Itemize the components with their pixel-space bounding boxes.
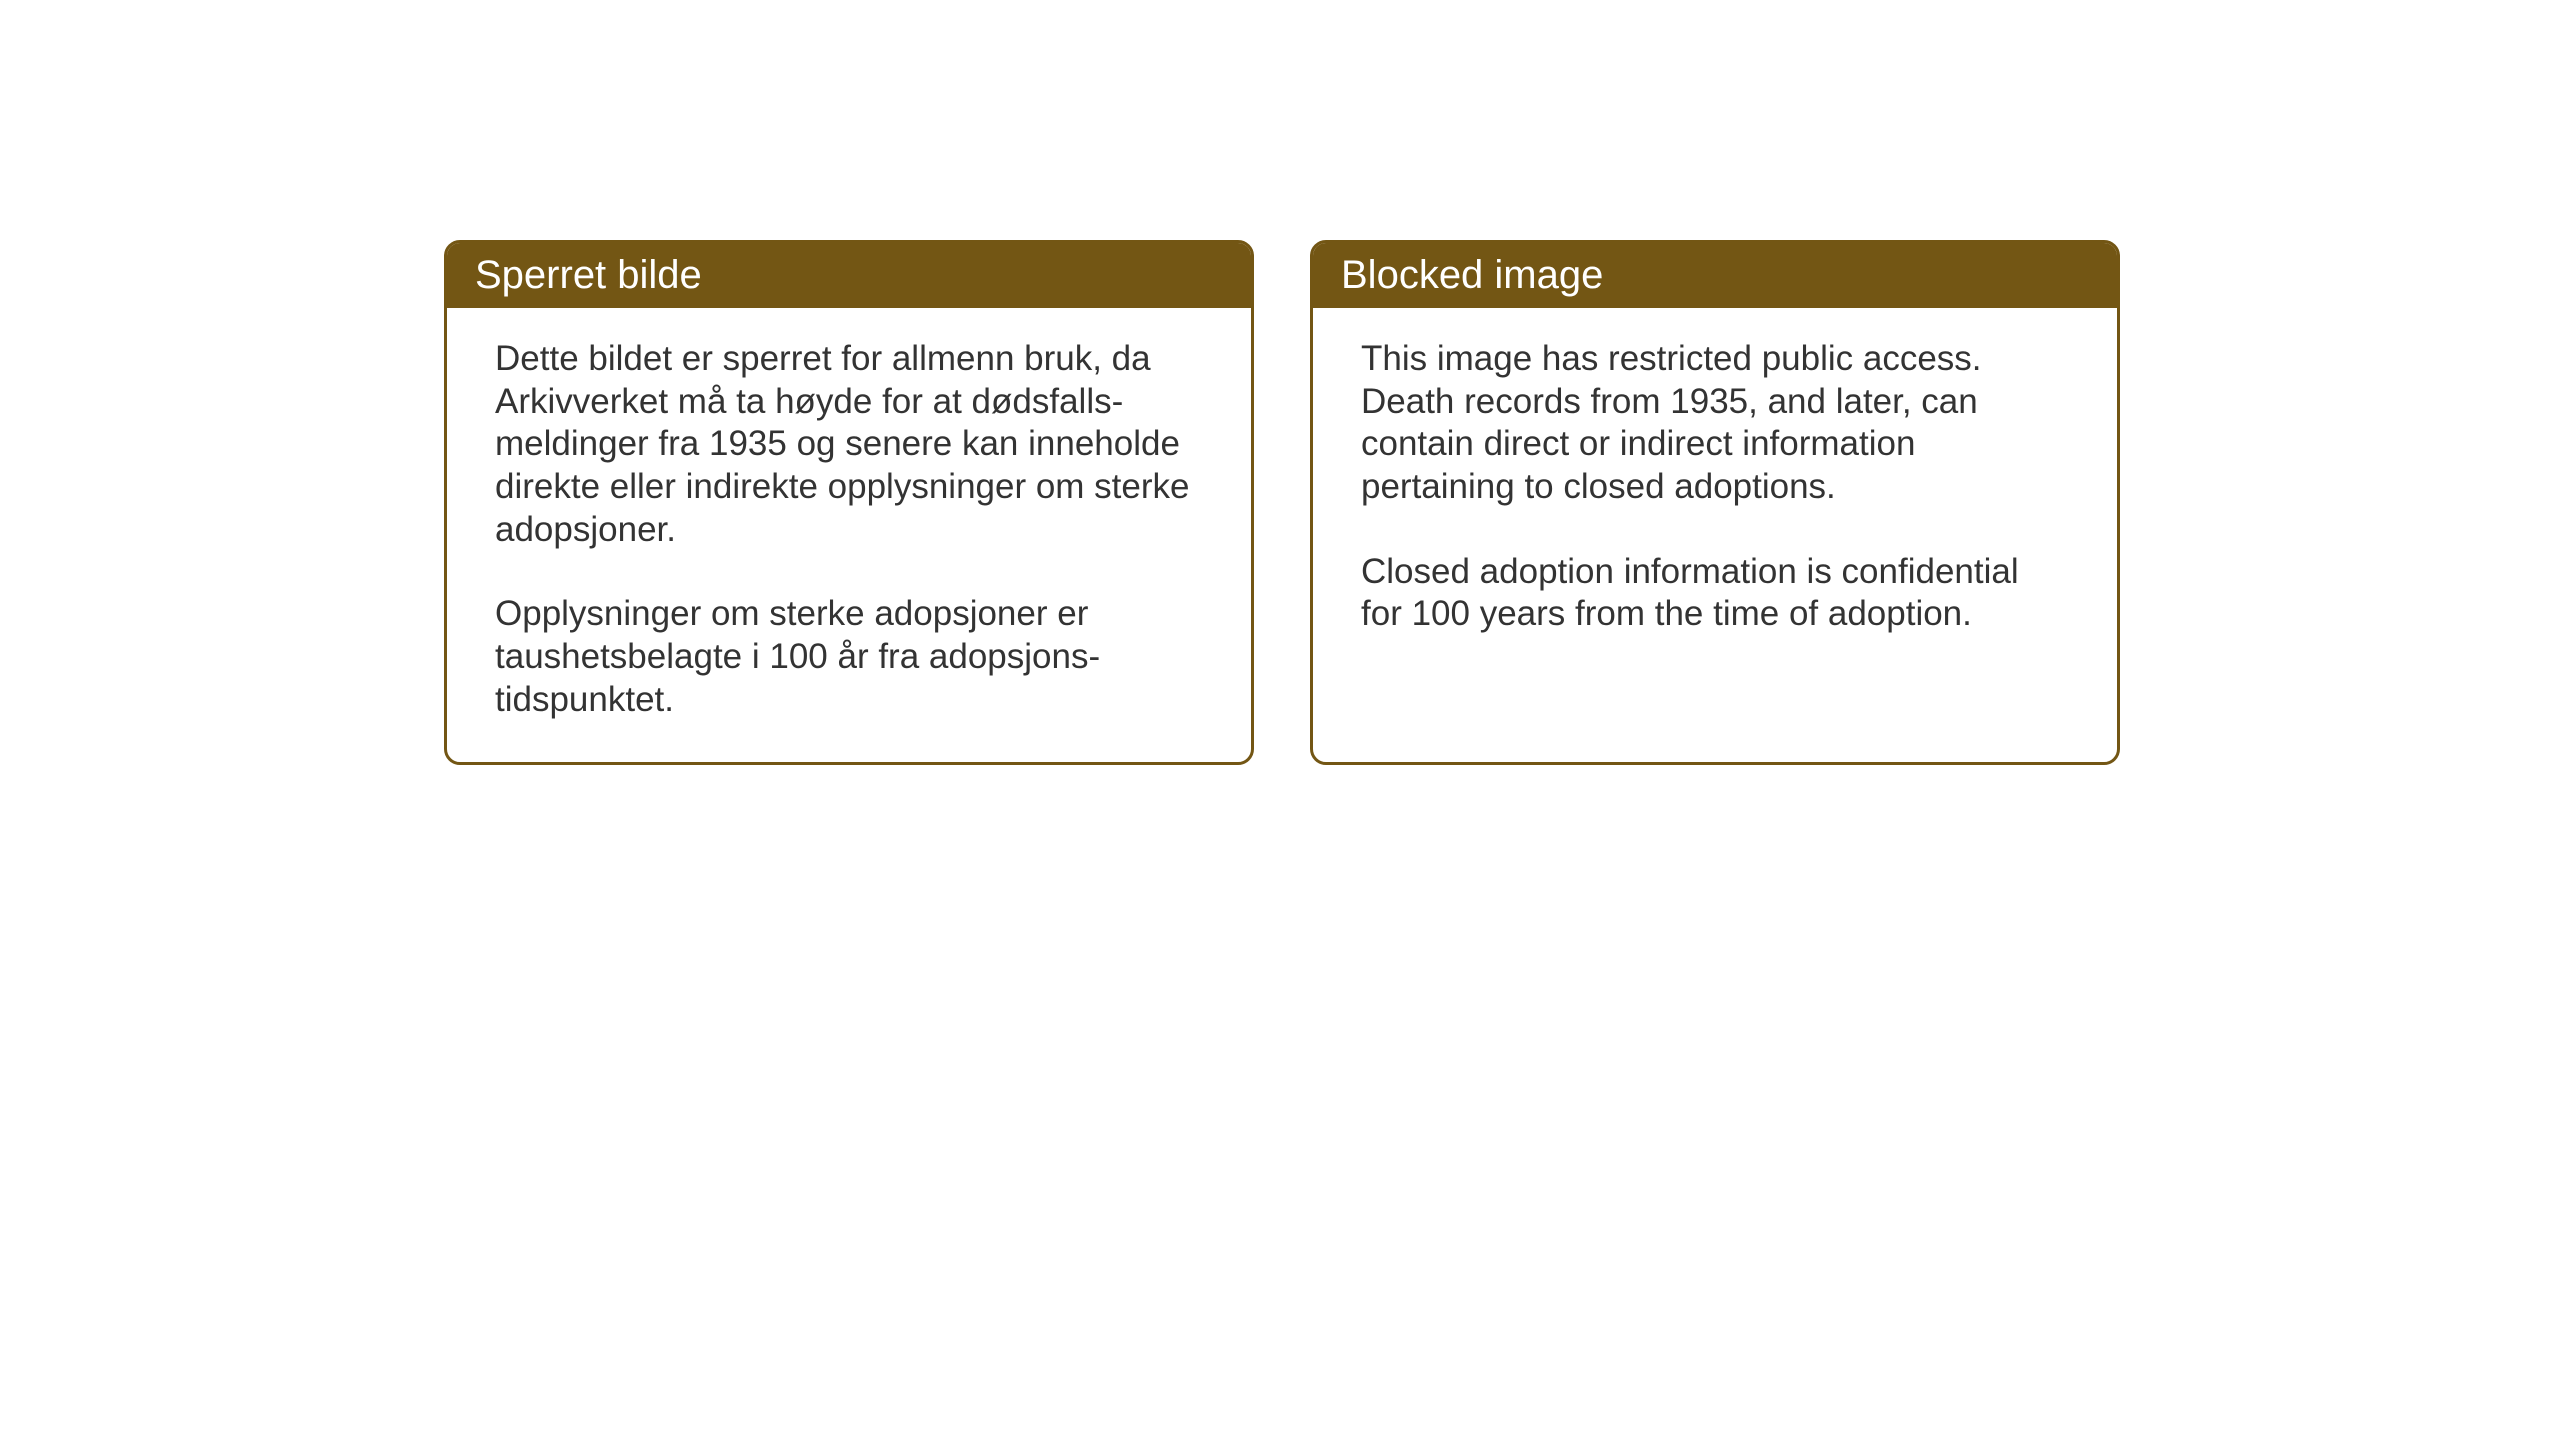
notice-body-norwegian: Dette bildet er sperret for allmenn bruk… bbox=[447, 308, 1251, 762]
notice-paragraph-1-norwegian: Dette bildet er sperret for allmenn bruk… bbox=[495, 338, 1203, 551]
notice-container: Sperret bilde Dette bildet er sperret fo… bbox=[444, 240, 2120, 765]
notice-title-norwegian: Sperret bilde bbox=[475, 253, 702, 297]
notice-title-english: Blocked image bbox=[1341, 253, 1603, 297]
notice-header-norwegian: Sperret bilde bbox=[447, 243, 1251, 308]
notice-paragraph-2-english: Closed adoption information is confident… bbox=[1361, 551, 2069, 636]
notice-paragraph-1-english: This image has restricted public access.… bbox=[1361, 338, 2069, 509]
notice-card-english: Blocked image This image has restricted … bbox=[1310, 240, 2120, 765]
notice-paragraph-2-norwegian: Opplysninger om sterke adopsjoner er tau… bbox=[495, 593, 1203, 721]
notice-header-english: Blocked image bbox=[1313, 243, 2117, 308]
notice-body-english: This image has restricted public access.… bbox=[1313, 308, 2117, 676]
notice-card-norwegian: Sperret bilde Dette bildet er sperret fo… bbox=[444, 240, 1254, 765]
